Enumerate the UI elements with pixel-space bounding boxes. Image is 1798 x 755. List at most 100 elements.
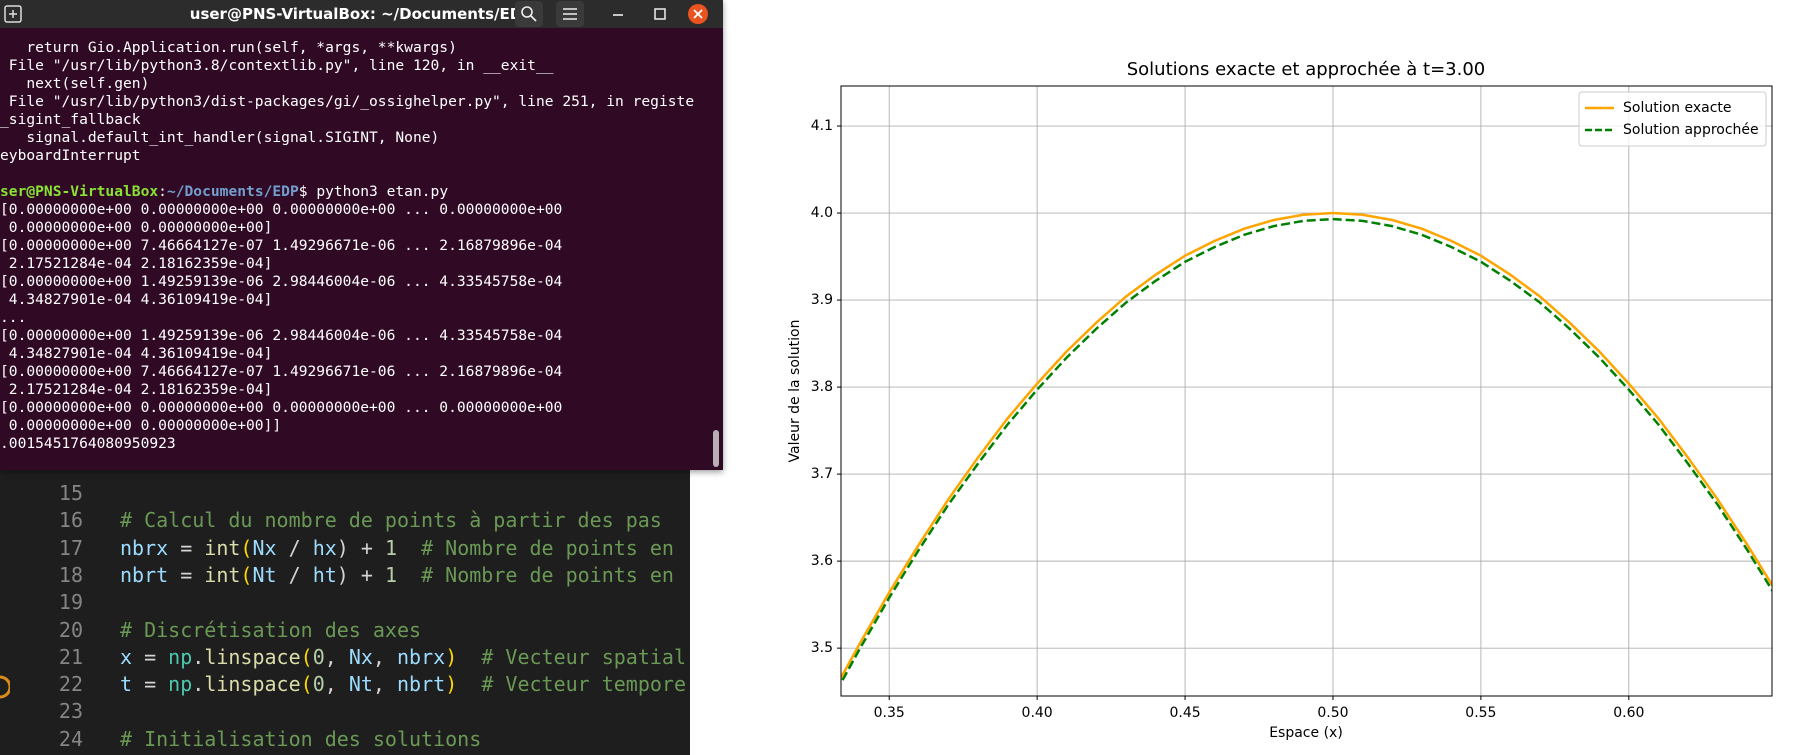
line-number: 18 [58,562,83,587]
code-token: ht [312,562,337,587]
code-text: # Initialisation des solutions [120,726,481,753]
line-number: 22 [58,672,83,697]
prompt-line: ser@PNS-VirtualBox:~/Documents/EDP$ pyth… [0,183,448,201]
code-token: , [324,644,349,669]
prompt-user: ser@PNS-VirtualBox [0,183,159,200]
legend: Solution exacte Solution approchée [1578,91,1767,147]
y-tick-label: 4.1 [811,118,833,134]
terminal-line: 4.34827901e-04 4.36109419e-04] [0,345,273,362]
maximize-button[interactable] [654,8,666,20]
terminal-line: File "/usr/lib/python3.8/contextlib.py",… [0,57,554,74]
code-token: ) + [336,535,385,560]
terminal-line: 0.00000000e+00 0.00000000e+00]] [0,417,282,434]
x-axis-label: Espace (x) [1269,725,1343,741]
code-text: # Calcul du nombre de points à partir de… [120,507,662,534]
axes-frame [840,85,1773,697]
y-tick-label: 3.7 [811,466,833,482]
code-token: np [168,672,193,697]
code-token: Nx [348,644,373,669]
code-line: 22 t = np.linspace(0, Nt, nbrt) # Vecteur… [0,671,690,698]
y-tick-label: 3.5 [811,640,833,656]
code-token: = [168,535,205,560]
title-bar: user@PNS-VirtualBox: ~/Documents/EDP [0,0,723,28]
code-token: ( [240,562,253,587]
legend-box [1578,91,1767,147]
code-token: Nt [252,562,277,587]
x-tick-label: 0.60 [1613,705,1644,721]
code-token: , [324,672,349,697]
code-token: Nt [348,672,373,697]
legend-label: Solution approchée [1623,122,1759,138]
code-token: # Calcul du nombre de points à partir de… [120,508,662,533]
y-tick-label: 3.8 [811,379,833,395]
scrollbar[interactable] [713,430,719,467]
title-bar-controls [4,1,708,27]
terminal-line: 2.17521284e-04 2.18162359e-04] [0,381,273,398]
code-token: ( [240,535,253,560]
code-token: , [372,644,398,669]
x-tick-label: 0.55 [1465,705,1496,721]
terminal-line: [0.00000000e+00 7.46664127e-07 1.4929667… [0,237,563,254]
code-token: linspace [204,672,301,697]
line-number: 16 [58,508,83,533]
plot-area [841,211,1772,686]
search-button[interactable] [515,1,543,27]
terminal-line: [0.00000000e+00 1.49259139e-06 2.9844600… [0,273,563,290]
x-tick-label: 0.50 [1317,705,1348,721]
terminal-line: ... [0,309,27,326]
code-line: 21 x = np.linspace(0, Nx, nbrx) # Vecteur… [0,644,690,671]
code-text: nbrt = int(Nt / ht) + 1 # Nombre de poin… [120,562,674,589]
menu-button[interactable] [556,1,584,27]
window-title: user@PNS-VirtualBox: ~/Documents/EDP [189,5,534,23]
y-tick-label: 4.0 [811,205,833,221]
code-token: hx [312,535,337,560]
code-token: = [132,672,169,697]
code-token: ( [300,672,313,697]
terminal-line: next(self.gen) [0,75,150,92]
terminal-line: 2.17521284e-04 2.18162359e-04] [0,255,273,272]
code-line: 15 [0,480,690,507]
code-token: 0 [312,644,325,669]
code-line: 23 [0,698,690,725]
code-token: # Initialisation des solutions [120,726,482,751]
code-token: # Nombre de points en [397,535,674,560]
code-token: ) [445,644,458,669]
legend-label: Solution exacte [1623,100,1732,116]
close-button[interactable] [688,4,708,24]
line-number: 24 [58,726,83,751]
code-token: int [204,562,241,587]
line-number: 19 [58,590,83,615]
code-line: 16 # Calcul du nombre de points à partir … [0,507,690,534]
code-token: = [132,644,169,669]
code-token: ) + [336,562,385,587]
line-number: 23 [58,699,83,724]
terminal-line: 4.34827901e-04 4.36109419e-04] [0,291,273,308]
new-tab-button[interactable] [4,5,22,23]
code-token: nbrt [120,562,169,587]
code-token: . [192,644,205,669]
terminal-line: signal.default_int_handler(signal.SIGINT… [0,129,440,146]
code-token: , [372,672,398,697]
code-token: # Vecteur spatial [457,644,687,669]
code-token: = [168,562,205,587]
code-token: nbrx [120,535,169,560]
y-axis-label: Valeur de la solution [787,320,803,463]
code-editor: 15 16 # Calcul du nombre de points à parti… [0,440,690,755]
code-token: / [276,535,313,560]
terminal-line: [0.00000000e+00 0.00000000e+00 0.0000000… [0,201,563,218]
breakpoint-marker [0,675,10,699]
prompt-separator: : [158,183,167,200]
code-token: ) [445,672,458,697]
code-token: # Nombre de points en [397,562,674,587]
code-token: t [120,672,133,697]
terminal-line: _sigint_fallback [0,111,141,128]
chart-title: Solutions exacte et approchée à t=3.00 [1127,59,1486,80]
code-line: 20 # Discrétisation des axes [0,617,690,644]
series-line [841,217,1772,686]
terminal-line: [0.00000000e+00 1.49259139e-06 2.9844600… [0,327,563,344]
code-token: nbrx [397,644,446,669]
grid [841,86,1772,696]
line-number: 20 [58,617,83,642]
